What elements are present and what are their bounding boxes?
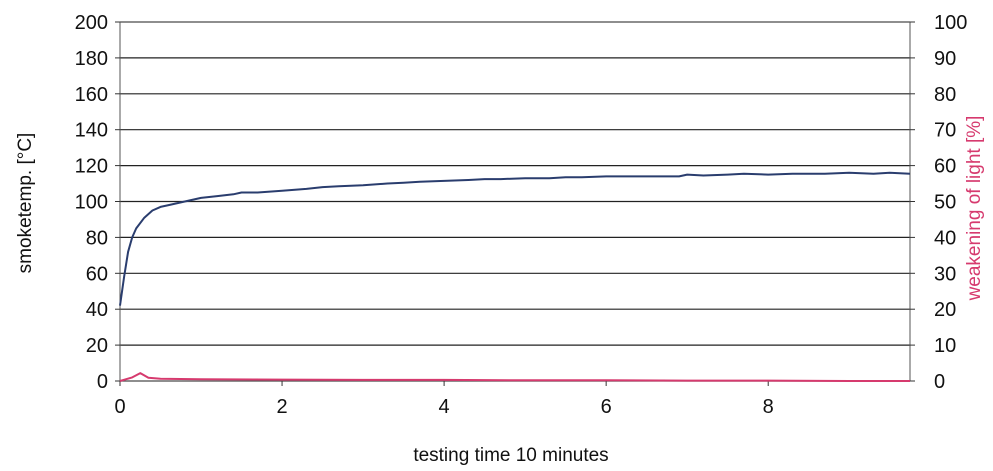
gridlines [120, 21, 910, 382]
y-right-tick-label: 60 [934, 156, 956, 178]
x-tick-label: 8 [763, 396, 774, 418]
y-right-tick-label: 90 [934, 48, 956, 70]
y-left-tick-label: 180 [75, 48, 108, 70]
y-left-tick-label: 200 [75, 12, 108, 34]
x-ticks: 0 2 4 6 8 [114, 381, 774, 418]
y-right-tick-label: 30 [934, 263, 956, 285]
y-left-tick-label: 80 [86, 227, 108, 249]
y-left-tick-label: 0 [97, 371, 108, 393]
x-axis-title: testing time 10 minutes [413, 445, 608, 466]
y-left-tick-label: 40 [86, 299, 108, 321]
y-right-tick-label: 20 [934, 299, 956, 321]
series-smoketemp-line [119, 171, 911, 306]
y-right-tick-label: 100 [934, 12, 967, 34]
y-left-tick-label: 120 [75, 156, 108, 178]
x-tick-label: 4 [439, 396, 450, 418]
y-right-tick-label: 40 [934, 227, 956, 249]
y-left-ticks: 0 20 40 60 80 100 120 140 160 180 200 [75, 12, 120, 393]
x-tick-label: 6 [601, 396, 612, 418]
x-tick-label: 2 [276, 396, 287, 418]
y-right-axis-title: weakening of light [%] [964, 116, 985, 302]
y-left-axis-title: smoketemp. [°C] [15, 133, 36, 274]
y-left-tick-label: 20 [86, 335, 108, 357]
y-left-tick-label: 160 [75, 84, 108, 106]
y-left-tick-label: 140 [75, 120, 108, 142]
y-left-tick-label: 60 [86, 263, 108, 285]
series-weakening-of-light-line [119, 372, 910, 382]
y-right-tick-label: 80 [934, 84, 956, 106]
series-lines [119, 171, 911, 382]
y-left-tick-label: 100 [75, 192, 108, 214]
y-right-tick-label: 0 [934, 371, 945, 393]
x-tick-label: 0 [114, 396, 125, 418]
y-right-tick-label: 70 [934, 120, 956, 142]
y-right-tick-label: 10 [934, 335, 956, 357]
y-right-ticks: 0 10 20 30 40 50 60 70 80 90 100 [910, 12, 967, 393]
y-right-tick-label: 50 [934, 192, 956, 214]
